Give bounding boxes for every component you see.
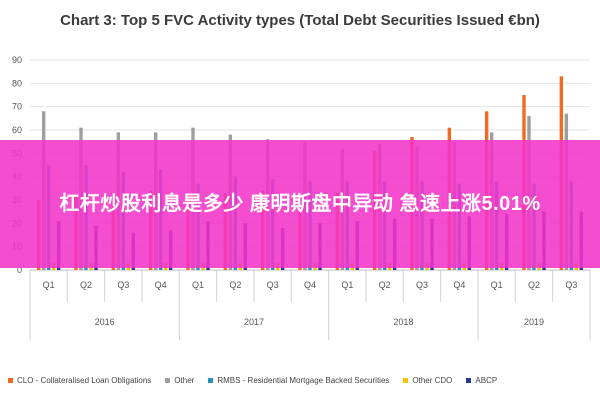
y-tick-label: 90 — [12, 55, 22, 65]
x-axis-ticks: Q1 Q2 Q3 Q4 Q1 Q2 Q3 Q4 Q1 Q2 Q3 Q4 Q1 Q2 Q3 2016 2017 20… — [29, 270, 591, 340]
x-group-label: 2016 — [95, 317, 115, 327]
legend-swatch — [208, 378, 214, 383]
legend-item: Other CDO — [403, 376, 452, 385]
x-tick-label: Q4 — [304, 280, 316, 290]
y-tick-label: 70 — [12, 102, 22, 112]
legend-label: RMBS - Residential Mortgage Backed Secur… — [217, 376, 390, 385]
x-tick-label: Q3 — [117, 280, 129, 290]
x-group-label: 2018 — [393, 317, 413, 327]
x-tick-label: Q1 — [341, 280, 353, 290]
x-tick-label: Q2 — [80, 280, 92, 290]
legend-label: CLO - Collateralised Loan Obligations — [17, 376, 152, 385]
x-tick-label: Q3 — [565, 280, 577, 290]
x-group-label: 2017 — [244, 317, 264, 327]
y-tick-label: 60 — [12, 125, 22, 135]
x-tick-label: Q3 — [267, 280, 279, 290]
chart-legend: CLO - Collateralised Loan Obligations Oth… — [8, 376, 598, 385]
x-tick-label: Q1 — [43, 280, 55, 290]
legend-swatch — [403, 378, 409, 383]
x-tick-label: Q1 — [491, 280, 503, 290]
legend-item: RMBS - Residential Mortgage Backed Secur… — [208, 376, 389, 385]
overlay-banner: 杠杆炒股利息是多少 康明斯盘中异动 急速上涨5.01% — [0, 140, 600, 268]
x-tick-label: Q1 — [192, 280, 204, 290]
legend-swatch — [466, 378, 472, 383]
legend-item: Other — [165, 376, 194, 385]
legend-item: CLO - Collateralised Loan Obligations — [8, 376, 151, 385]
x-group-label: 2019 — [524, 317, 544, 327]
x-tick-label: Q4 — [155, 280, 167, 290]
legend-swatch — [165, 378, 171, 383]
overlay-banner-text: 杠杆炒股利息是多少 康明斯盘中异动 急速上涨5.01% — [59, 193, 541, 215]
y-tick-label: 0 — [17, 265, 22, 275]
x-tick-label: Q4 — [453, 280, 465, 290]
legend-item: ABCP — [466, 376, 497, 385]
legend-label: Other — [174, 376, 195, 385]
y-tick-label: 80 — [12, 78, 22, 88]
x-tick-label: Q2 — [379, 280, 391, 290]
legend-label: Other CDO — [412, 376, 453, 385]
x-tick-label: Q2 — [229, 280, 241, 290]
x-tick-label: Q3 — [416, 280, 428, 290]
chart-title: Chart 3: Top 5 FVC Activity types (Total… — [60, 12, 540, 29]
legend-label: ABCP — [475, 376, 498, 385]
x-tick-label: Q2 — [528, 280, 540, 290]
legend-swatch — [8, 378, 13, 383]
